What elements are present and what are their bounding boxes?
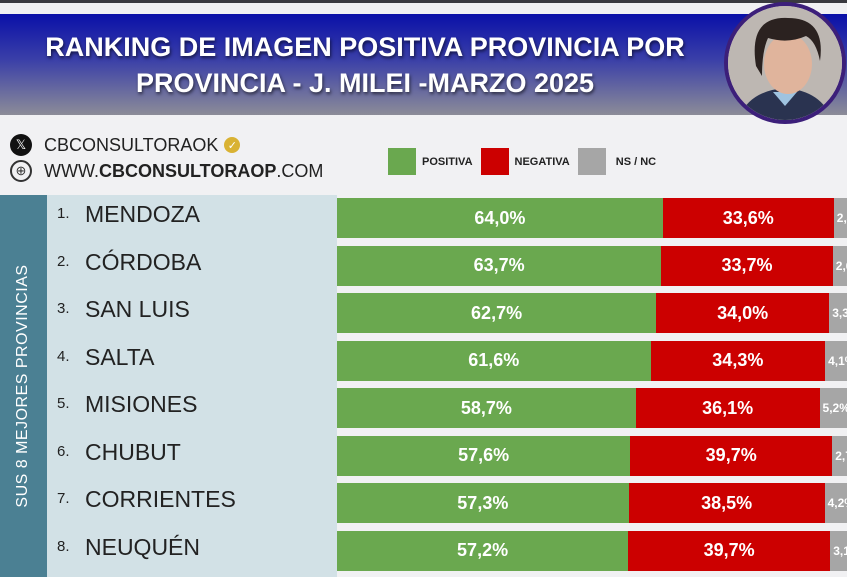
bar-neg: 33,7% xyxy=(661,245,833,286)
title-line-1: RANKING DE IMAGEN POSITIVA PROVINCIA POR xyxy=(45,31,685,62)
province-panel xyxy=(47,195,337,577)
social-info: 𝕏 CBCONSULTORAOK ✓ ⊕ WWW.CBCONSULTORAOP.… xyxy=(10,132,323,184)
bar-neg: 34,3% xyxy=(650,340,826,381)
bar-pos: 62,7% xyxy=(337,293,657,333)
chart-row: 4. SALTA 61,6%34,3%4,1% xyxy=(0,338,847,386)
chart-row: 6. CHUBUT 57,6%39,7%2,7% xyxy=(0,433,847,481)
x-handle: CBCONSULTORAOK xyxy=(44,134,219,155)
province-name: MENDOZA xyxy=(85,201,200,227)
province-name: CORRIENTES xyxy=(85,486,236,512)
website-prefix: WWW. xyxy=(44,160,99,181)
rank-number: 2. xyxy=(57,252,70,270)
header-banner xyxy=(0,14,847,115)
bar-neg: 34,0% xyxy=(656,293,830,333)
bar-ns: 5,2% xyxy=(819,388,847,428)
legend-positiva: POSITIVA xyxy=(388,148,473,175)
portrait-image xyxy=(724,2,846,124)
legend: POSITIVA NEGATIVA NS / NC xyxy=(388,148,664,175)
rank-number: 3. xyxy=(57,300,70,317)
sidebar-band xyxy=(0,195,47,577)
bar-ns: 2,4% xyxy=(833,198,847,238)
chart-row: 5. MISIONES 58,7%36,1%5,2% xyxy=(0,385,847,433)
bar-pos: 57,2% xyxy=(337,530,629,571)
bar-ns: 2,6% xyxy=(832,245,847,286)
bar-pos: 57,6% xyxy=(337,435,631,476)
top-border xyxy=(0,0,847,3)
globe-icon: ⊕ xyxy=(10,160,32,182)
website-suffix: .COM xyxy=(276,160,324,181)
legend-swatch-positiva xyxy=(388,148,416,175)
legend-swatch-negativa xyxy=(480,148,509,175)
website-bold: CBCONSULTORAOP xyxy=(98,160,277,181)
page-title: RANKING DE IMAGEN POSITIVA PROVINCIA POR… xyxy=(0,14,730,115)
chart-row: 1. MENDOZA 64,0%33,6%2,4% xyxy=(0,195,847,243)
title-line-2: PROVINCIA - J. MILEI -MARZO 2025 xyxy=(135,67,595,98)
x-logo-icon: 𝕏 xyxy=(10,134,32,156)
province-name: MISIONES xyxy=(85,391,198,417)
rank-number: 6. xyxy=(57,442,70,460)
province-name: CÓRDOBA xyxy=(85,248,202,275)
province-name: NEUQUÉN xyxy=(85,533,201,560)
chart-row: 3. SAN LUIS 62,7%34,0%3,3% xyxy=(0,290,847,338)
bar-pos: 57,3% xyxy=(337,483,629,523)
bar-neg: 39,7% xyxy=(628,530,831,571)
bar-ns: 3,3% xyxy=(829,293,847,333)
bar-ns: 3,1% xyxy=(830,530,847,571)
bar-pos: 61,6% xyxy=(337,340,651,381)
legend-swatch-nsnc xyxy=(577,148,606,175)
legend-label: POSITIVA xyxy=(422,155,473,168)
legend-label: NS / NC xyxy=(615,155,657,168)
chart-row: 2. CÓRDOBA 63,7%33,7%2,6% xyxy=(0,243,847,291)
bar-ns: 4,2% xyxy=(824,483,847,523)
province-name: SAN LUIS xyxy=(85,296,190,322)
bar-pos: 58,7% xyxy=(337,388,636,428)
bar-neg: 38,5% xyxy=(628,483,825,523)
legend-nsnc: NS / NC xyxy=(577,148,657,175)
province-name: SALTA xyxy=(85,343,155,370)
rank-number: 4. xyxy=(57,347,70,365)
legend-label: NEGATIVA xyxy=(514,155,570,168)
bar-neg: 33,6% xyxy=(662,198,834,238)
chart-row: 8. NEUQUÉN 57,2%39,7%3,1% xyxy=(0,528,847,576)
province-name: CHUBUT xyxy=(85,438,181,465)
rank-number: 7. xyxy=(57,490,70,507)
bar-pos: 63,7% xyxy=(337,245,662,286)
verified-badge-icon: ✓ xyxy=(224,137,241,153)
bar-neg: 36,1% xyxy=(635,388,820,428)
bar-pos: 64,0% xyxy=(337,198,663,238)
bar-ns: 2,7% xyxy=(832,435,847,476)
website[interactable]: WWW.CBCONSULTORAOP.COM xyxy=(44,161,323,182)
rank-number: 5. xyxy=(57,395,70,412)
bar-neg: 39,7% xyxy=(630,435,833,476)
rank-number: 8. xyxy=(57,537,70,555)
legend-negativa: NEGATIVA xyxy=(480,148,570,175)
rank-number: 1. xyxy=(57,205,70,222)
bar-ns: 4,1% xyxy=(825,340,847,381)
chart-row: 7. CORRIENTES 57,3%38,5%4,2% xyxy=(0,480,847,528)
